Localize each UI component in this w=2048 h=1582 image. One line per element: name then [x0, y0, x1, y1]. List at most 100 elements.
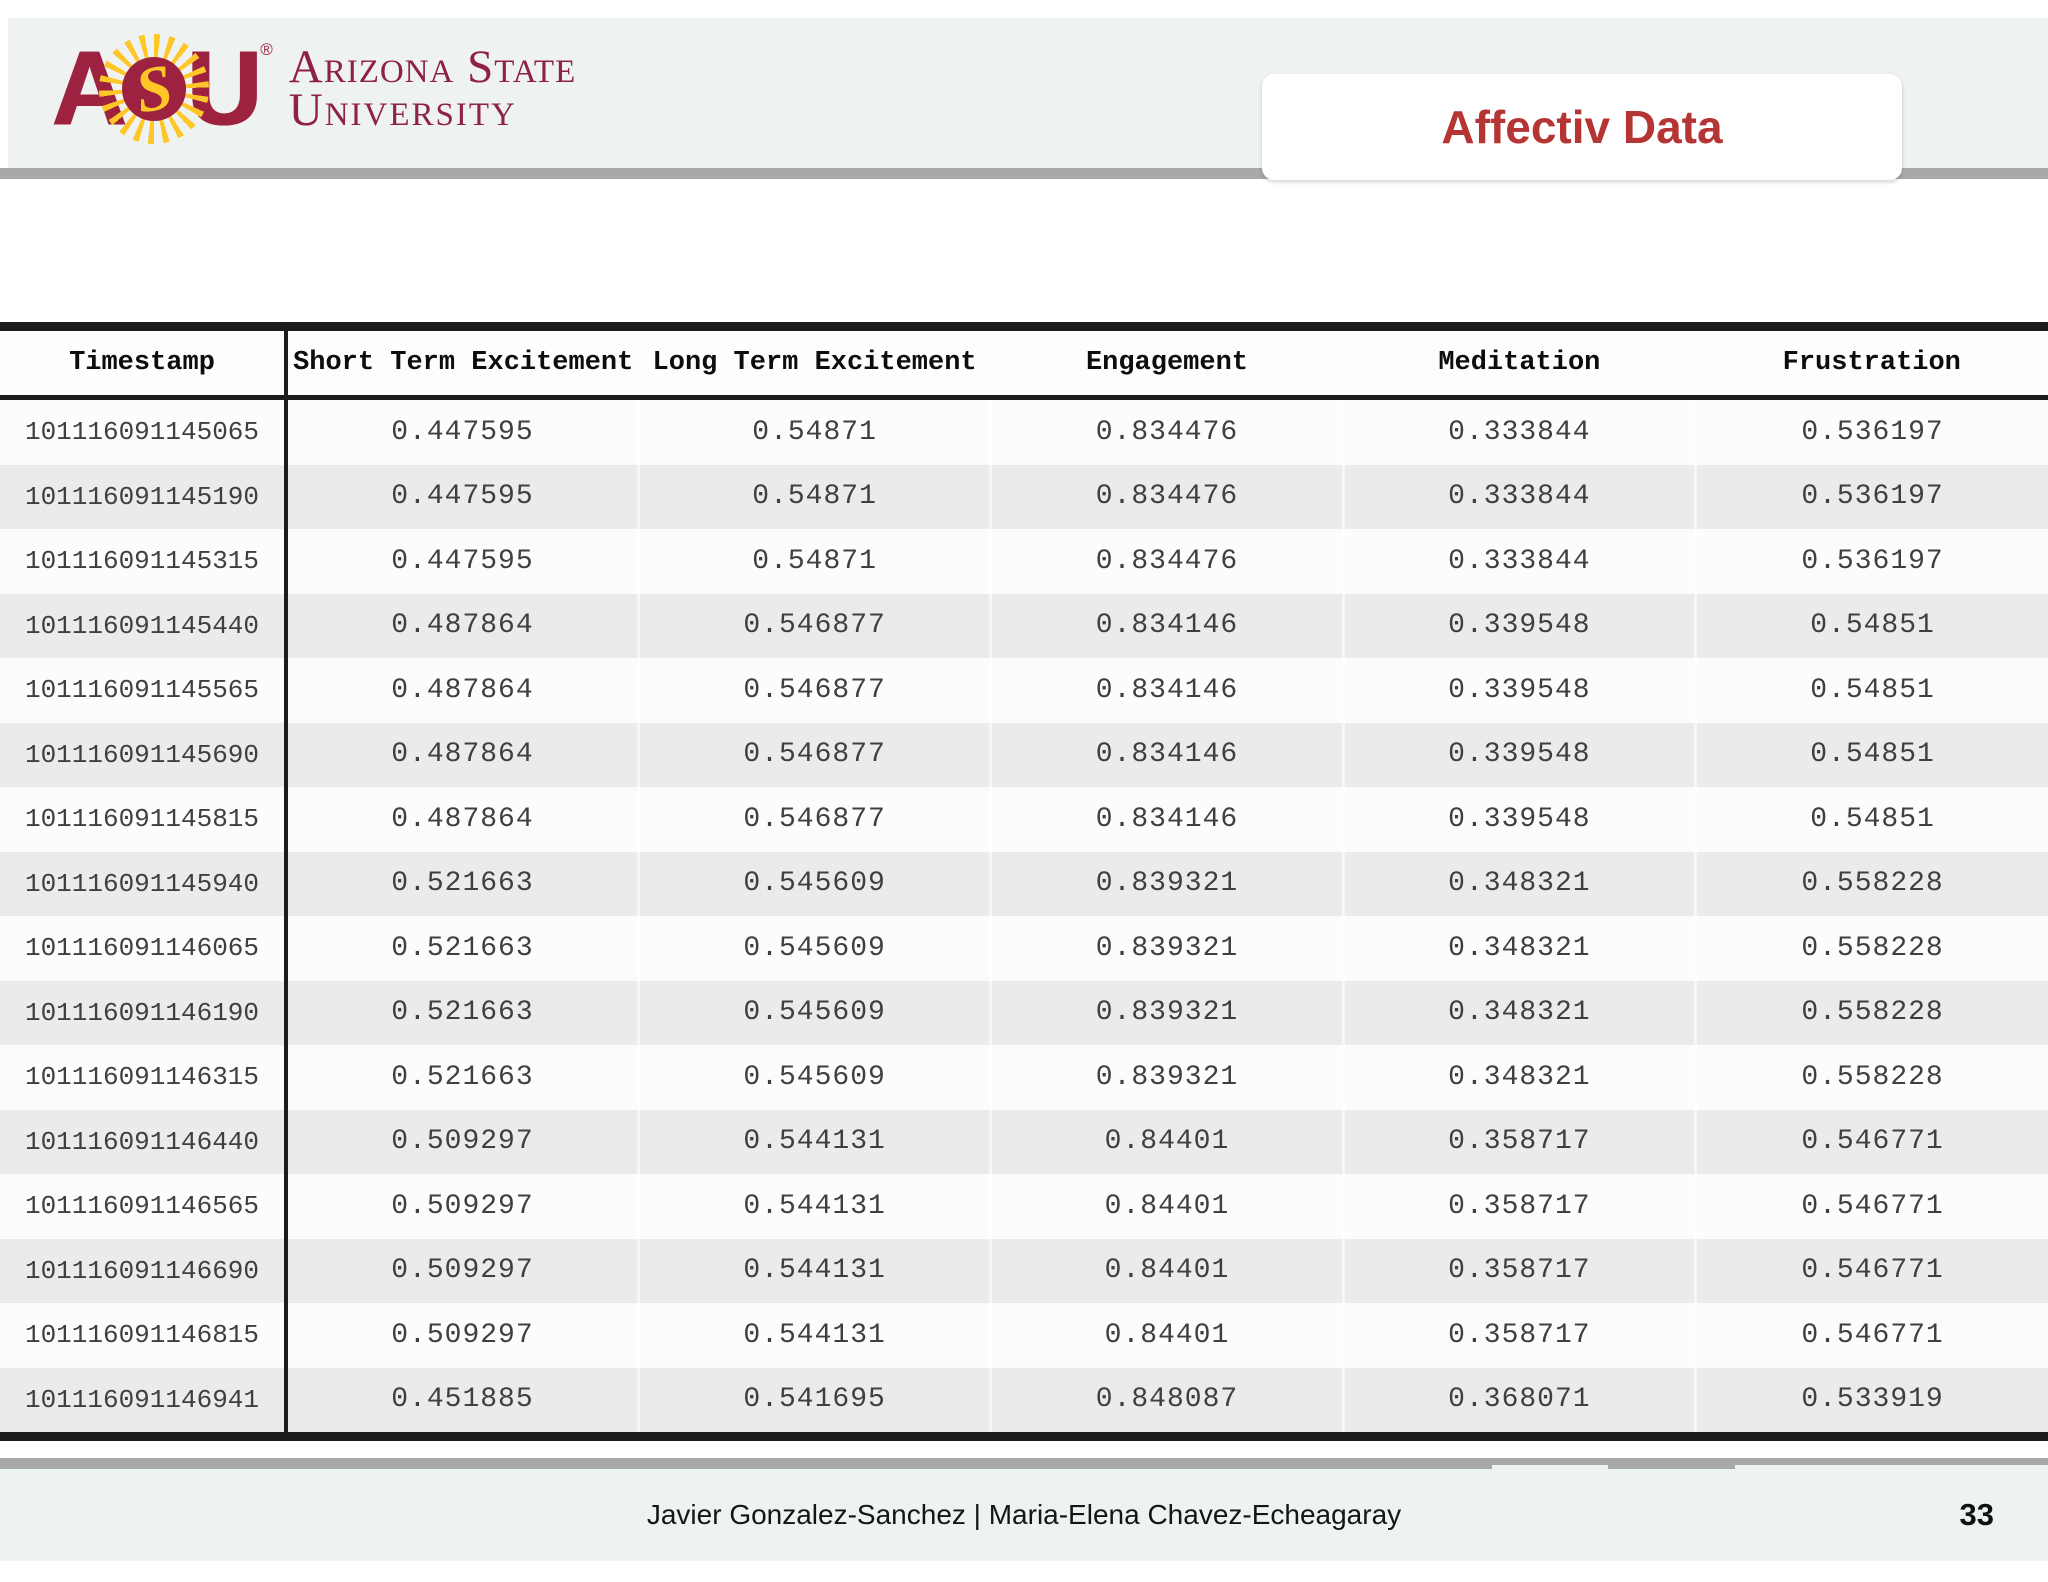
value-cell: 0.545609 — [636, 851, 991, 916]
table-row: 101116091145315 0.447595 0.54871 0.834476 0.… — [0, 529, 2048, 594]
table-row: 101116091146190 0.521663 0.545609 0.839321 0… — [0, 980, 2048, 1045]
timestamp-cell: 101116091145190 — [0, 464, 286, 529]
value-cell: 0.487864 — [283, 787, 639, 852]
value-cell: 0.546771 — [1694, 1303, 2048, 1368]
value-cell: 0.447595 — [283, 464, 639, 529]
value-cell: 0.834146 — [989, 787, 1344, 852]
value-cell: 0.546877 — [636, 787, 991, 852]
value-cell: 0.536197 — [1694, 529, 2048, 594]
timestamp-cell: 101116091146065 — [0, 916, 286, 981]
value-cell: 0.546771 — [1694, 1109, 2048, 1174]
table-row: 101116091146065 0.521663 0.545609 0.839321 0… — [0, 916, 2048, 981]
value-cell: 0.834146 — [989, 658, 1344, 723]
value-cell: 0.447595 — [283, 529, 639, 594]
value-cell: 0.54871 — [636, 464, 991, 529]
value-cell: 0.54851 — [1694, 658, 2048, 723]
wordmark-line2: University — [288, 84, 517, 136]
value-cell: 0.546877 — [636, 658, 991, 723]
table-row: 101116091145065 0.447595 0.54871 0.834476 0.… — [0, 397, 2048, 465]
value-cell: 0.839321 — [989, 1045, 1344, 1110]
table-row: 101116091146440 0.509297 0.544131 0.84401 0.… — [0, 1109, 2048, 1174]
value-cell: 0.546877 — [636, 722, 991, 787]
value-cell: 0.521663 — [283, 851, 639, 916]
value-cell: 0.521663 — [283, 1045, 639, 1110]
value-cell: 0.348321 — [1341, 1045, 1696, 1110]
value-cell: 0.509297 — [283, 1238, 639, 1303]
asu-sunburst-icon: S — [99, 34, 210, 144]
timestamp-cell: 101116091145315 — [0, 529, 286, 594]
table-row: 101116091145190 0.447595 0.54871 0.834476 0.… — [0, 464, 2048, 529]
value-cell: 0.84401 — [989, 1238, 1344, 1303]
column-header: Short Term Excitement — [283, 326, 639, 400]
header-divider-bar — [0, 168, 2048, 179]
value-cell: 0.558228 — [1694, 916, 2048, 981]
value-cell: 0.558228 — [1694, 851, 2048, 916]
table-row: 101116091146941 0.451885 0.541695 0.848087 0… — [0, 1367, 2048, 1437]
table-row: 101116091146565 0.509297 0.544131 0.84401 0.… — [0, 1174, 2048, 1239]
value-cell: 0.348321 — [1341, 851, 1696, 916]
table-row: 101116091145815 0.487864 0.546877 0.834146 0… — [0, 787, 2048, 852]
value-cell: 0.54871 — [636, 529, 991, 594]
value-cell: 0.54851 — [1694, 787, 2048, 852]
value-cell: 0.848087 — [989, 1367, 1344, 1437]
timestamp-cell: 101116091145940 — [0, 851, 286, 916]
value-cell: 0.558228 — [1694, 1045, 2048, 1110]
timestamp-cell: 101116091146565 — [0, 1174, 286, 1239]
value-cell: 0.533919 — [1694, 1367, 2048, 1437]
timestamp-cell: 101116091146690 — [0, 1238, 286, 1303]
table-row: 101116091145940 0.521663 0.545609 0.839321 0… — [0, 851, 2048, 916]
value-cell: 0.84401 — [989, 1303, 1344, 1368]
column-header: Frustration — [1695, 326, 2048, 400]
value-cell: 0.544131 — [636, 1109, 991, 1174]
value-cell: 0.546771 — [1694, 1238, 2048, 1303]
value-cell: 0.487864 — [283, 593, 639, 658]
value-cell: 0.541695 — [636, 1367, 991, 1437]
asu-wordmark: Arizona State University — [288, 40, 577, 136]
wordmark-line1: Arizona State — [288, 40, 577, 93]
slide-title-box: Affectiv Data — [1262, 74, 1902, 180]
value-cell: 0.834146 — [989, 593, 1344, 658]
timestamp-cell: 101116091146190 — [0, 980, 286, 1045]
value-cell: 0.447595 — [283, 397, 639, 465]
value-cell: 0.544131 — [636, 1238, 991, 1303]
value-cell: 0.839321 — [989, 851, 1344, 916]
value-cell: 0.339548 — [1341, 787, 1696, 852]
registered-trademark-icon: ® — [260, 40, 273, 59]
value-cell: 0.558228 — [1694, 980, 2048, 1045]
value-cell: 0.839321 — [989, 916, 1344, 981]
timestamp-cell: 101116091146440 — [0, 1109, 286, 1174]
table-row: 101116091145565 0.487864 0.546877 0.834146 0… — [0, 658, 2048, 723]
table-body: 101116091145065 0.447595 0.54871 0.834476 0.… — [0, 397, 2048, 1437]
asu-letter-s: S — [130, 50, 178, 127]
value-cell: 0.358717 — [1341, 1238, 1696, 1303]
value-cell: 0.839321 — [989, 980, 1344, 1045]
value-cell: 0.544131 — [636, 1174, 991, 1239]
value-cell: 0.834476 — [989, 397, 1344, 465]
column-header: Meditation — [1343, 326, 1696, 400]
value-cell: 0.348321 — [1341, 980, 1696, 1045]
value-cell: 0.546771 — [1694, 1174, 2048, 1239]
affectiv-data-table: Timestamp Short Term Excitement Long Term … — [0, 322, 2048, 1441]
value-cell: 0.333844 — [1341, 529, 1696, 594]
footer-divider-bar — [0, 1458, 2048, 1469]
timestamp-cell: 101116091145690 — [0, 722, 286, 787]
timestamp-cell: 101116091145440 — [0, 593, 286, 658]
footer-bar-notch — [1492, 1465, 1608, 1470]
timestamp-cell: 101116091146315 — [0, 1045, 286, 1110]
column-header: Timestamp — [0, 326, 286, 400]
value-cell: 0.339548 — [1341, 722, 1696, 787]
table-row: 101116091145440 0.487864 0.546877 0.834146 0… — [0, 593, 2048, 658]
value-cell: 0.509297 — [283, 1109, 639, 1174]
value-cell: 0.333844 — [1341, 464, 1696, 529]
value-cell: 0.451885 — [283, 1367, 639, 1437]
timestamp-cell: 101116091145565 — [0, 658, 286, 723]
column-header: Engagement — [990, 326, 1344, 400]
authors-text: Javier Gonzalez-Sanchez | Maria-Elena Ch… — [646, 1499, 1402, 1530]
value-cell: 0.545609 — [636, 980, 991, 1045]
table-row: 101116091146690 0.509297 0.544131 0.84401 0.… — [0, 1238, 2048, 1303]
page-number: 33 — [1959, 1497, 1994, 1532]
value-cell: 0.487864 — [283, 722, 639, 787]
timestamp-cell: 101116091146815 — [0, 1303, 286, 1368]
value-cell: 0.521663 — [283, 916, 639, 981]
